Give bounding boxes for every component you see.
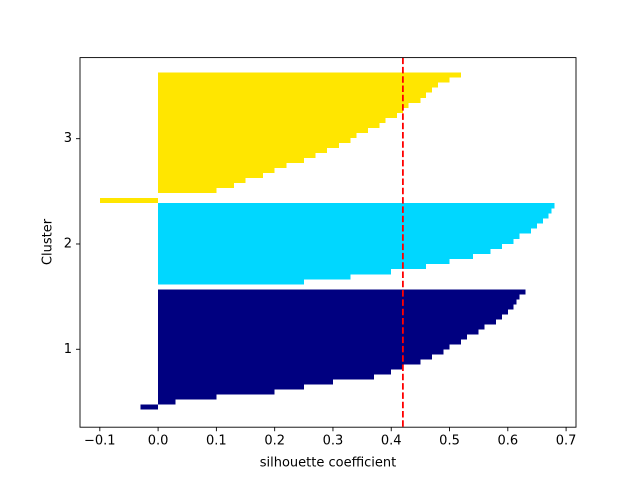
- silhouette-bar: [158, 329, 479, 335]
- silhouette-bar: [158, 349, 444, 355]
- silhouette-bar: [158, 207, 552, 214]
- silhouette-bar: [158, 77, 450, 83]
- silhouette-bar: [158, 233, 520, 239]
- silhouette-bar: [158, 314, 502, 320]
- silhouette-bar: [158, 268, 392, 275]
- silhouette-bar: [158, 299, 517, 305]
- silhouette-bar: [158, 112, 398, 118]
- silhouette-bar: [158, 117, 386, 123]
- silhouette-bar: [158, 374, 374, 380]
- silhouette-bar: [99, 197, 159, 204]
- silhouette-bar: [140, 404, 159, 410]
- silhouette-bar: [158, 102, 409, 108]
- silhouette-bar: [158, 369, 392, 375]
- x-tick-label: −0.1: [84, 434, 116, 449]
- silhouette-bar: [158, 152, 316, 159]
- silhouette-bar: [158, 162, 287, 169]
- silhouette-bar: [158, 218, 543, 224]
- silhouette-bar: [158, 82, 438, 88]
- silhouette-bar: [158, 147, 328, 153]
- silhouette-bar: [158, 87, 433, 93]
- silhouette-bar: [158, 223, 537, 229]
- silhouette-bar: [158, 177, 246, 184]
- silhouette-bar: [158, 384, 304, 390]
- y-axis-label: Cluster: [41, 218, 56, 265]
- silhouette-bar: [158, 92, 427, 98]
- silhouette-bar: [158, 304, 514, 310]
- silhouette-bar: [158, 258, 450, 265]
- silhouette-bar: [158, 364, 403, 370]
- silhouette-bar: [158, 344, 450, 350]
- silhouette-bar: [158, 339, 462, 345]
- silhouette-bar: [158, 319, 497, 325]
- silhouette-bar: [158, 127, 368, 133]
- silhouette-bar: [158, 389, 275, 395]
- silhouette-bar: [158, 274, 351, 280]
- silhouette-bar: [158, 309, 508, 315]
- x-tick-label: 0.6: [497, 434, 518, 449]
- x-tick-label: 0.2: [264, 434, 285, 449]
- x-tick-label: 0.4: [381, 434, 402, 449]
- silhouette-bar: [158, 122, 380, 128]
- silhouette-bar: [158, 294, 520, 300]
- silhouette-bar: [158, 253, 473, 260]
- y-tick-label: 2: [64, 236, 72, 251]
- silhouette-bar: [158, 167, 275, 174]
- silhouette-bar: [158, 334, 468, 340]
- silhouette-bar: [158, 399, 176, 405]
- silhouette-bar: [158, 142, 339, 148]
- silhouette-bar: [158, 263, 427, 270]
- silhouette-bar: [158, 379, 333, 385]
- silhouette-bar: [158, 228, 532, 234]
- silhouette-bar: [158, 132, 357, 138]
- silhouette-bar: [158, 279, 304, 285]
- y-tick-label: 1: [64, 342, 72, 357]
- silhouette-bar: [158, 97, 421, 103]
- silhouette-bar: [158, 289, 526, 295]
- silhouette-bar: [158, 394, 217, 400]
- silhouette-bar: [158, 324, 485, 330]
- silhouette-bar: [158, 107, 403, 113]
- silhouette-bar: [158, 72, 462, 78]
- x-axis-label: silhouette coefficient: [260, 456, 397, 471]
- x-tick-label: 0.7: [556, 434, 577, 449]
- y-tick-label: 3: [64, 131, 72, 146]
- silhouette-bar: [158, 157, 304, 164]
- silhouette-bar: [158, 202, 555, 209]
- x-tick-label: 0.3: [323, 434, 344, 449]
- silhouette-bar: [158, 354, 433, 360]
- silhouette-bar: [158, 243, 502, 249]
- x-tick-label: 0.0: [148, 434, 169, 449]
- silhouette-bar: [158, 359, 421, 365]
- silhouette-bar: [158, 187, 217, 194]
- plot-frame: [79, 57, 577, 428]
- silhouette-bar: [158, 213, 549, 219]
- silhouette-bar: [158, 182, 234, 189]
- silhouette-bar: [158, 248, 491, 255]
- x-tick-label: 0.1: [206, 434, 227, 449]
- silhouette-bar: [158, 137, 351, 143]
- silhouette-bar: [158, 172, 264, 179]
- x-tick-label: 0.5: [439, 434, 460, 449]
- silhouette-bar: [158, 238, 514, 244]
